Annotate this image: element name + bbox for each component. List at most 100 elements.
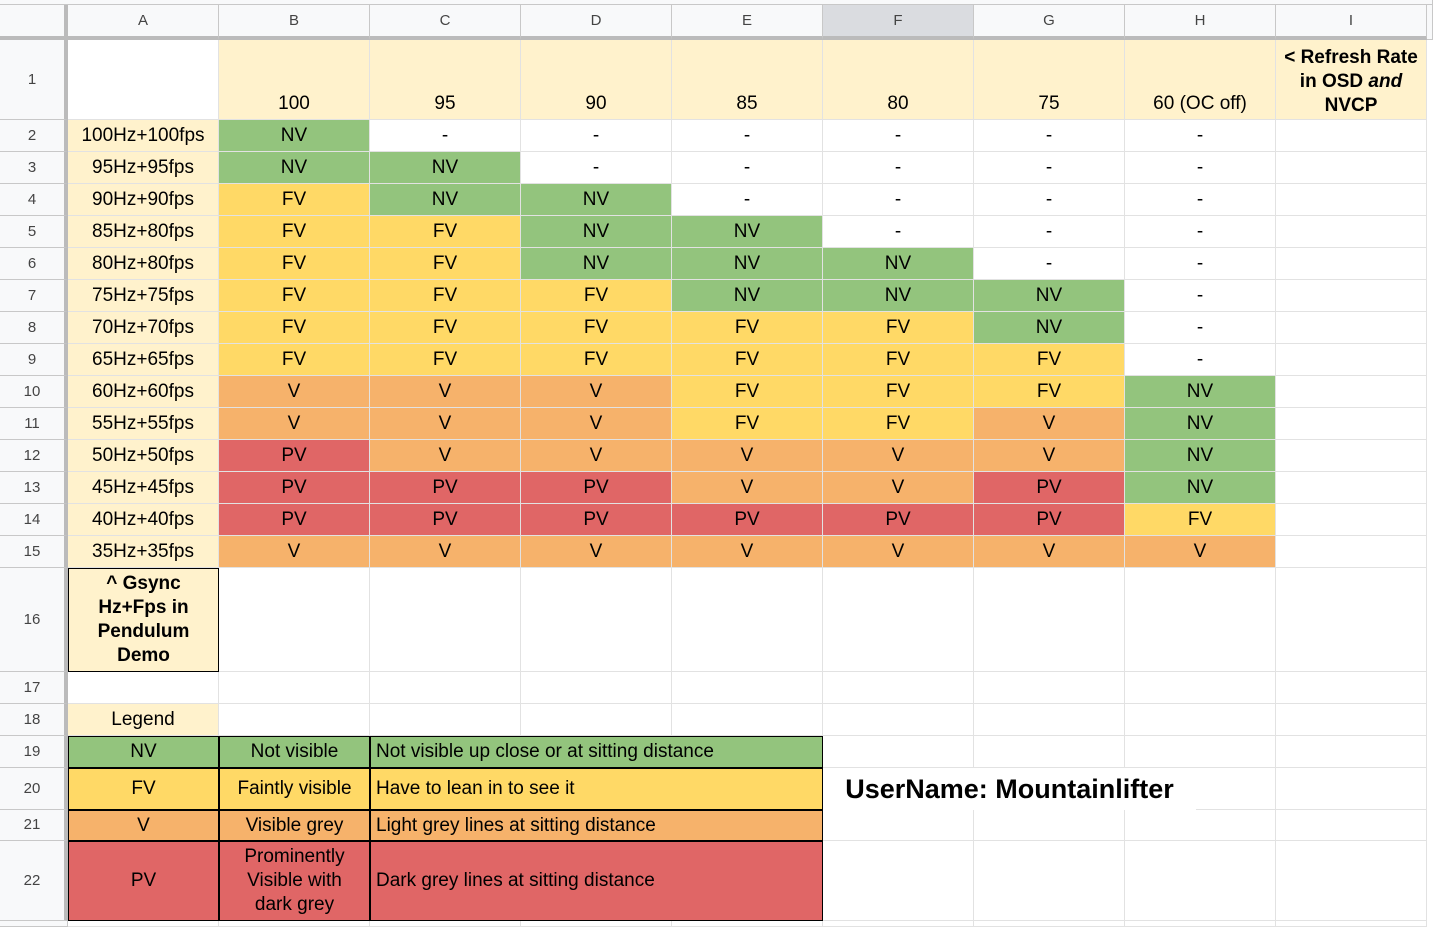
result-cell: - — [521, 152, 672, 184]
cell — [1276, 568, 1427, 672]
result-cell: FV — [823, 312, 974, 344]
row-label: 50Hz+50fps — [68, 440, 219, 472]
legend-description: Have to lean in to see it — [370, 768, 823, 810]
legend-name: Visible grey — [219, 810, 370, 841]
refresh-rate: 75 — [974, 40, 1125, 120]
result-cell: FV — [521, 312, 672, 344]
cell — [1125, 672, 1276, 704]
cell — [1125, 704, 1276, 736]
column-header: A — [68, 5, 219, 40]
result-cell: V — [370, 376, 521, 408]
row-header: 14 — [0, 504, 68, 536]
row-header: 12 — [0, 440, 68, 472]
cell — [1276, 216, 1427, 248]
cell — [521, 704, 672, 736]
row-header: 3 — [0, 152, 68, 184]
result-cell: V — [370, 440, 521, 472]
row-header: 22 — [0, 841, 68, 921]
cell — [974, 672, 1125, 704]
cell — [1125, 841, 1276, 921]
cell — [1276, 736, 1427, 768]
legend-name: Prominently Visible with dark grey — [219, 841, 370, 921]
row-header: 7 — [0, 280, 68, 312]
row-label: 80Hz+80fps — [68, 248, 219, 280]
result-cell: FV — [823, 376, 974, 408]
legend-name: Faintly visible — [219, 768, 370, 810]
result-cell: FV — [1125, 504, 1276, 536]
result-cell: V — [823, 536, 974, 568]
row-header: 20 — [0, 768, 68, 810]
cell — [823, 921, 974, 927]
result-cell: V — [974, 536, 1125, 568]
refresh-note: < Refresh Rate in OSD and NVCP — [1276, 40, 1427, 120]
row-label: 40Hz+40fps — [68, 504, 219, 536]
cell — [823, 672, 974, 704]
result-cell: V — [219, 408, 370, 440]
cell — [1276, 841, 1427, 921]
result-cell: NV — [974, 280, 1125, 312]
cell — [974, 810, 1125, 841]
row-header: 5 — [0, 216, 68, 248]
cell — [1276, 344, 1427, 376]
result-cell: FV — [974, 344, 1125, 376]
row-label: 90Hz+90fps — [68, 184, 219, 216]
result-cell: NV — [219, 120, 370, 152]
result-cell: FV — [521, 344, 672, 376]
result-cell: NV — [823, 248, 974, 280]
result-cell: NV — [1125, 376, 1276, 408]
result-cell: - — [974, 152, 1125, 184]
column-header: D — [521, 5, 672, 40]
refresh-rate: 80 — [823, 40, 974, 120]
cell — [1276, 704, 1427, 736]
result-cell: NV — [823, 280, 974, 312]
result-cell: - — [521, 120, 672, 152]
result-cell: V — [1125, 536, 1276, 568]
row-label: 60Hz+60fps — [68, 376, 219, 408]
cell — [68, 672, 219, 704]
row-label: 65Hz+65fps — [68, 344, 219, 376]
result-cell: FV — [672, 344, 823, 376]
result-cell: FV — [219, 344, 370, 376]
result-cell: - — [1125, 312, 1276, 344]
cell — [1276, 672, 1427, 704]
row-header: 15 — [0, 536, 68, 568]
cell — [1125, 921, 1276, 927]
result-cell: - — [974, 120, 1125, 152]
cell — [1125, 736, 1276, 768]
column-header: F — [823, 5, 974, 40]
result-cell: NV — [521, 184, 672, 216]
cell — [672, 704, 823, 736]
username: UserName: Mountainlifter — [823, 768, 1196, 810]
cell — [1276, 184, 1427, 216]
cell — [370, 672, 521, 704]
result-cell: PV — [974, 472, 1125, 504]
cell — [68, 40, 219, 120]
row-header: 11 — [0, 408, 68, 440]
result-cell: - — [823, 184, 974, 216]
row-header: 16 — [0, 568, 68, 672]
cell — [219, 672, 370, 704]
refresh-rate: 85 — [672, 40, 823, 120]
result-cell: - — [370, 120, 521, 152]
cell — [823, 568, 974, 672]
legend-description: Not visible up close or at sitting dista… — [370, 736, 823, 768]
result-cell: - — [974, 248, 1125, 280]
cell — [1276, 248, 1427, 280]
result-cell: FV — [521, 280, 672, 312]
result-cell: - — [823, 152, 974, 184]
cell — [219, 568, 370, 672]
result-cell: V — [521, 376, 672, 408]
row-label: 35Hz+35fps — [68, 536, 219, 568]
cell — [1276, 376, 1427, 408]
cell — [370, 568, 521, 672]
row-header: 1 — [0, 40, 68, 120]
result-cell: NV — [370, 152, 521, 184]
row-label: 100Hz+100fps — [68, 120, 219, 152]
row-header: 9 — [0, 344, 68, 376]
result-cell: - — [1125, 344, 1276, 376]
cell — [1276, 536, 1427, 568]
cell — [1276, 921, 1427, 927]
corner — [0, 5, 68, 40]
result-cell: V — [672, 472, 823, 504]
cell — [1125, 768, 1276, 810]
